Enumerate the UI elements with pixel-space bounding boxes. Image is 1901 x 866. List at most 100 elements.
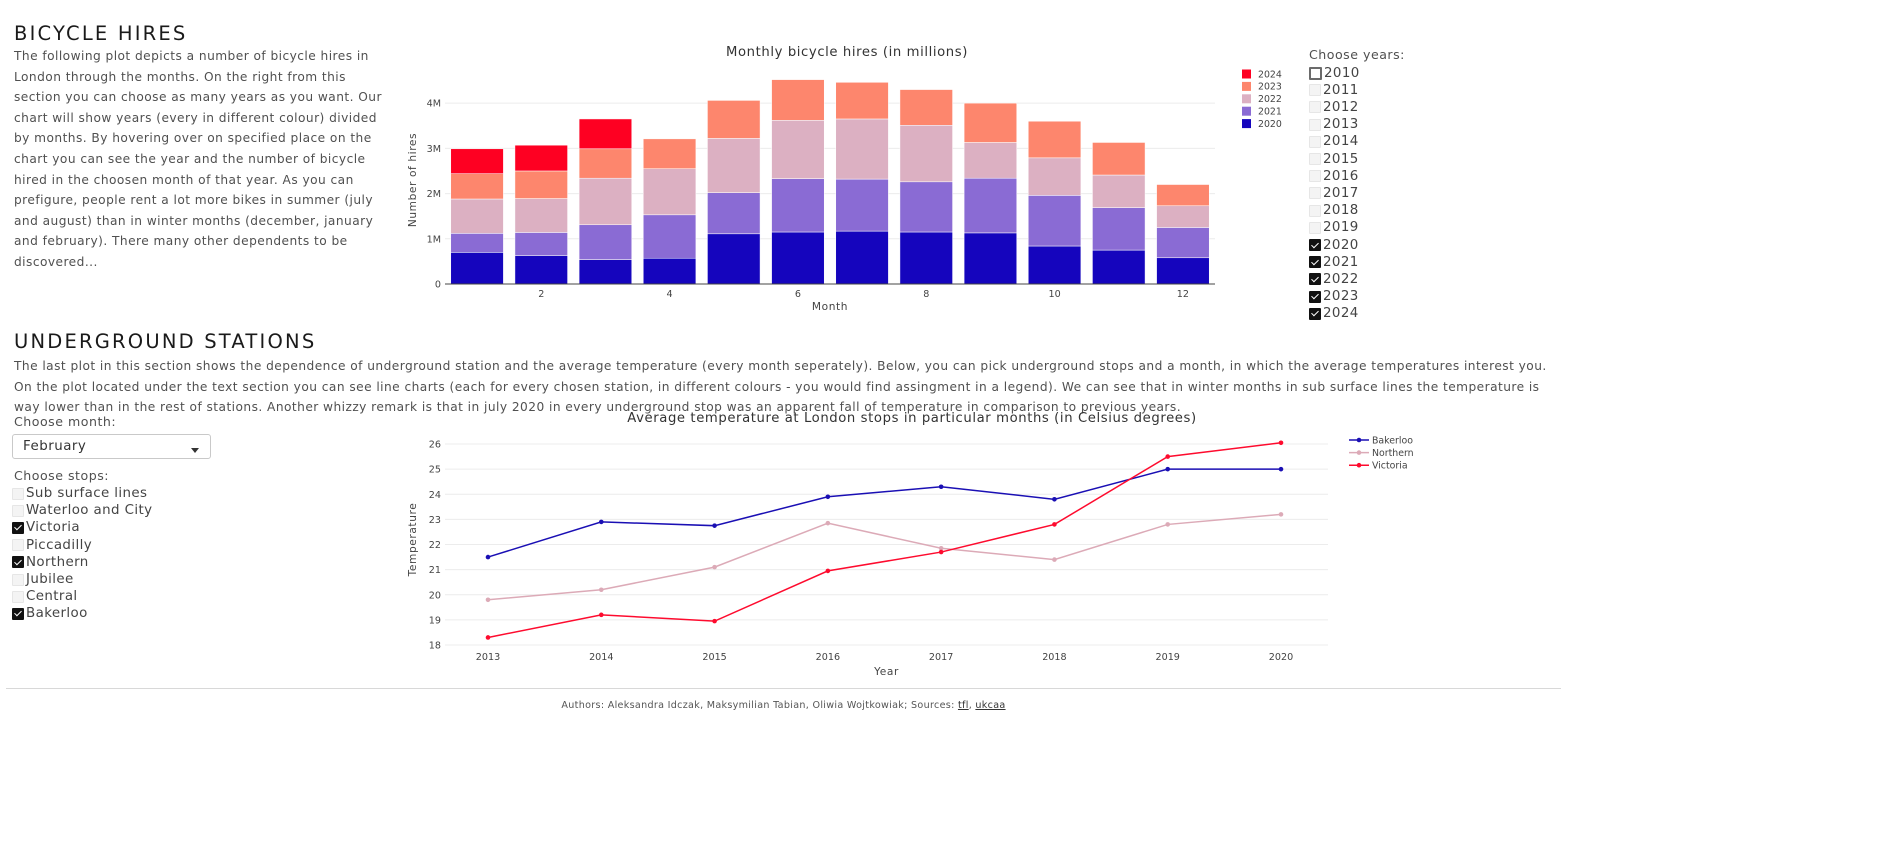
year-option[interactable]: 2012 — [1309, 99, 1359, 116]
bar-segment-2021[interactable] — [1028, 195, 1082, 247]
bar-segment-2021[interactable] — [514, 232, 568, 256]
stop-checkbox[interactable] — [12, 539, 24, 552]
bar-segment-2021[interactable] — [835, 178, 889, 232]
line-point-Victoria[interactable] — [485, 635, 491, 640]
bar-segment-2022[interactable] — [899, 125, 953, 183]
year-option[interactable]: 2016 — [1309, 168, 1359, 185]
bar-segment-2023[interactable] — [771, 79, 825, 121]
year-option[interactable]: 2017 — [1309, 185, 1359, 202]
line-point-Victoria[interactable] — [1278, 440, 1284, 446]
stop-option[interactable]: Waterloo and City — [12, 502, 152, 519]
year-checkbox[interactable] — [1309, 307, 1321, 320]
line-point-Bakerloo[interactable] — [598, 519, 604, 525]
bar-segment-2021[interactable] — [963, 177, 1017, 234]
bar-segment-2024[interactable] — [578, 118, 632, 150]
year-option[interactable]: 2022 — [1309, 271, 1359, 288]
bar-legend-swatch[interactable] — [1242, 106, 1251, 116]
temperature-chart[interactable]: Average temperature at London stops in p… — [400, 404, 1450, 682]
stop-option[interactable]: Sub surface lines — [12, 485, 147, 502]
bar-segment-2023[interactable] — [450, 173, 504, 200]
bar-legend-label[interactable]: 2021 — [1258, 107, 1282, 118]
bar-segment-2022[interactable] — [1028, 157, 1082, 196]
line-point-Bakerloo[interactable] — [825, 494, 831, 500]
year-option[interactable]: 2020 — [1309, 237, 1359, 254]
year-checkbox[interactable] — [1309, 273, 1321, 286]
year-checkbox[interactable] — [1309, 170, 1321, 183]
bar-segment-2023[interactable] — [1156, 184, 1210, 207]
stop-checkbox[interactable] — [12, 556, 24, 569]
bar-segment-2024[interactable] — [514, 144, 568, 172]
bar-legend-swatch[interactable] — [1242, 94, 1251, 104]
bar-segment-2022[interactable] — [1092, 174, 1146, 208]
month-dropdown[interactable]: February — [12, 434, 211, 459]
line-point-Victoria[interactable] — [712, 618, 717, 624]
bar-segment-2023[interactable] — [835, 82, 889, 120]
bar-segment-2020[interactable] — [514, 255, 568, 285]
year-checkbox[interactable] — [1309, 118, 1321, 131]
bar-segment-2023[interactable] — [578, 148, 632, 179]
bar-segment-2022[interactable] — [707, 138, 761, 193]
line-point-Victoria[interactable] — [598, 612, 604, 618]
bar-segment-2022[interactable] — [835, 118, 889, 180]
line-point-Northern[interactable] — [938, 545, 944, 551]
year-option[interactable]: 2021 — [1309, 254, 1359, 271]
bar-legend-swatch[interactable] — [1242, 81, 1251, 91]
bar-segment-2021[interactable] — [899, 181, 953, 233]
line-point-Bakerloo[interactable] — [1052, 497, 1057, 502]
bar-segment-2020[interactable] — [963, 232, 1017, 285]
line-point-Victoria[interactable] — [1165, 454, 1171, 459]
year-checkbox[interactable] — [1309, 101, 1321, 114]
bar-segment-2022[interactable] — [514, 198, 568, 233]
bar-segment-2021[interactable] — [643, 214, 697, 259]
bar-segment-2024[interactable] — [450, 148, 504, 174]
bar-legend-label[interactable]: 2023 — [1258, 82, 1282, 93]
line-point-Northern[interactable] — [598, 587, 604, 593]
line-series-Victoria[interactable] — [487, 442, 1282, 639]
stop-option[interactable]: Northern — [12, 554, 89, 571]
line-legend-label[interactable]: Victoria — [1372, 461, 1408, 472]
line-point-Victoria[interactable] — [938, 549, 944, 555]
stop-option[interactable]: Central — [12, 588, 78, 605]
stop-checkbox[interactable] — [12, 573, 24, 586]
year-option[interactable]: 2015 — [1309, 151, 1359, 168]
stop-checkbox[interactable] — [12, 590, 24, 603]
bar-segment-2023[interactable] — [1092, 142, 1146, 176]
stop-checkbox[interactable] — [12, 607, 24, 620]
year-option[interactable]: 2019 — [1309, 219, 1359, 236]
year-option[interactable]: 2018 — [1309, 202, 1359, 219]
bar-segment-2020[interactable] — [771, 231, 825, 285]
bar-legend-label[interactable]: 2022 — [1258, 94, 1282, 105]
bar-segment-2021[interactable] — [450, 233, 504, 253]
line-point-Bakerloo[interactable] — [485, 554, 491, 560]
year-checkbox[interactable] — [1309, 204, 1321, 217]
bar-legend-label[interactable]: 2024 — [1258, 69, 1282, 80]
stop-checkbox[interactable] — [12, 521, 24, 534]
line-legend-label[interactable]: Northern — [1372, 448, 1414, 459]
line-point-Northern[interactable] — [712, 564, 717, 570]
tfl-link[interactable]: tfl — [957, 700, 969, 711]
bar-segment-2020[interactable] — [1028, 245, 1082, 285]
year-checkbox[interactable] — [1309, 221, 1321, 234]
year-checkbox[interactable] — [1309, 66, 1322, 80]
year-option[interactable]: 2024 — [1309, 305, 1359, 322]
line-point-Bakerloo[interactable] — [1278, 466, 1284, 472]
year-option[interactable]: 2010 — [1309, 65, 1360, 82]
line-point-Northern[interactable] — [1052, 557, 1057, 562]
line-series-Bakerloo[interactable] — [487, 468, 1281, 558]
bar-segment-2020[interactable] — [707, 233, 761, 285]
bar-segment-2021[interactable] — [1156, 227, 1210, 259]
bar-segment-2022[interactable] — [1156, 205, 1210, 228]
bar-segment-2021[interactable] — [1092, 207, 1146, 251]
line-point-Bakerloo[interactable] — [712, 523, 717, 528]
bar-segment-2021[interactable] — [771, 178, 825, 233]
bar-segment-2023[interactable] — [963, 102, 1017, 143]
line-point-Northern[interactable] — [825, 520, 831, 526]
bar-segment-2021[interactable] — [707, 192, 761, 235]
bar-segment-2023[interactable] — [707, 100, 761, 139]
bar-segment-2023[interactable] — [514, 170, 568, 199]
stop-option[interactable]: Bakerloo — [12, 605, 88, 622]
bar-segment-2020[interactable] — [899, 231, 953, 285]
bar-segment-2022[interactable] — [963, 142, 1017, 179]
stop-option[interactable]: Jubilee — [12, 571, 74, 588]
bicycle-hires-chart[interactable]: Monthly bicycle hires (in millions)01M2M… — [400, 36, 1290, 326]
